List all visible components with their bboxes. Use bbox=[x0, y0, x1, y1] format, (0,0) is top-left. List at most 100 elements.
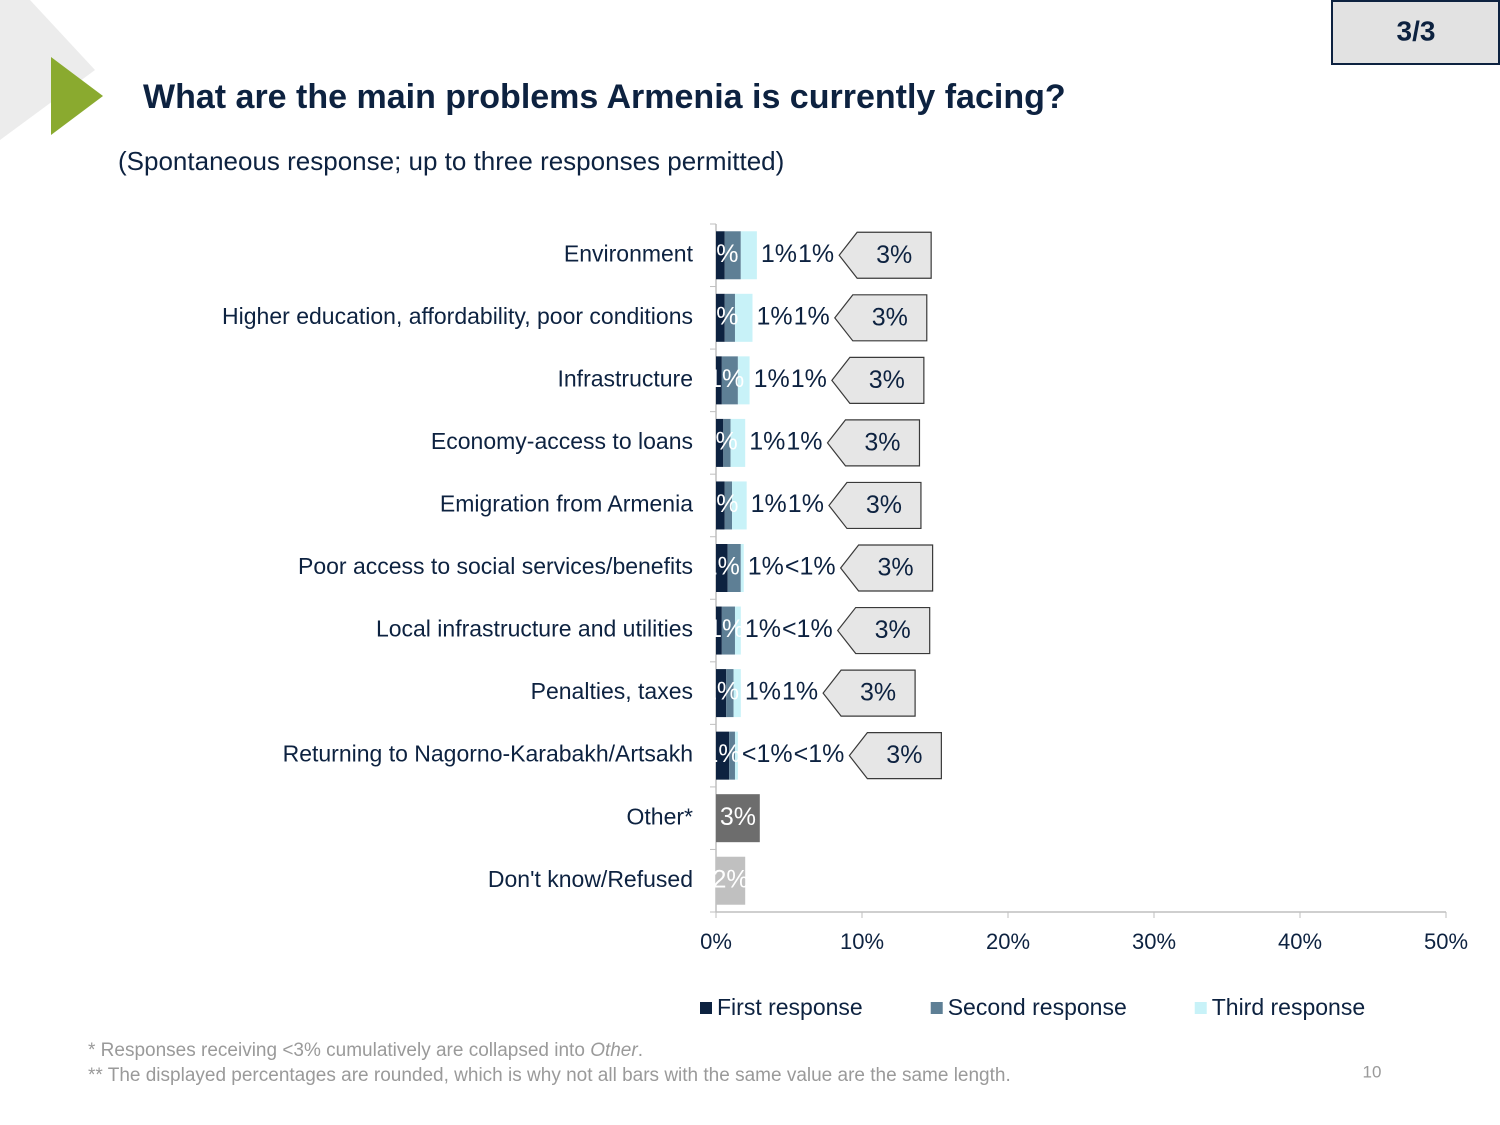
legend-label: First response bbox=[717, 994, 863, 1020]
value-label: 1% bbox=[703, 678, 739, 706]
value-label: 1% bbox=[794, 302, 830, 330]
total-callout bbox=[834, 294, 928, 342]
bar-segment bbox=[716, 481, 725, 530]
value-label: 1% bbox=[702, 240, 738, 268]
bar-segment bbox=[734, 731, 738, 780]
value-label: <1% bbox=[694, 365, 745, 393]
value-label: <1% bbox=[782, 615, 833, 643]
value-label: 1% bbox=[745, 615, 781, 643]
bar-segment bbox=[734, 606, 741, 655]
bar-segment bbox=[740, 544, 744, 592]
bar-segment bbox=[716, 731, 730, 780]
value-label: 1% bbox=[791, 365, 827, 393]
bar-segment bbox=[729, 731, 735, 780]
total-label: 3% bbox=[886, 741, 922, 769]
bar-segment bbox=[721, 356, 738, 405]
bar-segment bbox=[716, 856, 746, 905]
bar-segment bbox=[727, 544, 741, 592]
x-tick-label: 40% bbox=[1278, 929, 1322, 954]
x-tick-label: 0% bbox=[700, 929, 732, 954]
title-arrow bbox=[51, 57, 103, 135]
x-tick-label: 30% bbox=[1132, 929, 1176, 954]
bar-segment bbox=[733, 669, 741, 718]
value-label: 3% bbox=[720, 803, 756, 831]
bar-segment bbox=[726, 669, 734, 718]
value-label: 1% bbox=[782, 678, 818, 706]
total-label: 3% bbox=[860, 679, 896, 707]
category-label: Penalties, taxes bbox=[531, 678, 693, 704]
value-label: 1% bbox=[704, 553, 740, 581]
value-label: 1% bbox=[786, 428, 822, 456]
corner-decoration bbox=[0, 0, 95, 140]
category-label: Don't know/Refused bbox=[488, 866, 693, 892]
value-label: 2% bbox=[713, 865, 749, 893]
bar-segment bbox=[732, 481, 747, 530]
total-label: 3% bbox=[866, 491, 902, 519]
category-label: Higher education, affordability, poor co… bbox=[222, 303, 693, 329]
value-label: 1% bbox=[761, 240, 797, 268]
bar-segment bbox=[730, 418, 746, 467]
category-label: Economy-access to loans bbox=[431, 428, 693, 454]
total-label: 3% bbox=[869, 366, 905, 394]
value-label: 1% bbox=[704, 740, 740, 768]
total-callout bbox=[828, 481, 922, 530]
total-label: 3% bbox=[875, 616, 911, 644]
value-label: 1% bbox=[702, 302, 738, 330]
legend-label: Second response bbox=[948, 994, 1127, 1020]
category-label: Environment bbox=[564, 240, 694, 266]
bar-segment bbox=[716, 418, 724, 467]
value-label: <1% bbox=[794, 740, 845, 768]
total-label: 3% bbox=[878, 554, 914, 582]
total-label: 3% bbox=[864, 429, 900, 457]
page-badge-box bbox=[1331, 0, 1500, 65]
page-badge: 3/3 bbox=[1397, 15, 1436, 46]
value-label: 1% bbox=[798, 240, 834, 268]
bar-segment bbox=[716, 606, 722, 655]
value-label: 1% bbox=[751, 490, 787, 518]
value-label: 1% bbox=[748, 553, 784, 581]
bar-segment bbox=[723, 418, 731, 467]
bar-segment bbox=[716, 356, 722, 405]
category-label: Returning to Nagorno-Karabakh/Artsakh bbox=[283, 741, 693, 767]
value-label: 1% bbox=[749, 428, 785, 456]
bar-segment bbox=[716, 669, 727, 718]
bar-segment bbox=[724, 293, 735, 342]
footnote: ** The displayed percentages are rounded… bbox=[88, 1065, 1011, 1086]
bar-segment bbox=[724, 231, 741, 280]
footnote: * Responses receiving <3% cumulatively a… bbox=[88, 1040, 643, 1061]
x-tick-label: 50% bbox=[1424, 929, 1468, 954]
total-callout bbox=[831, 356, 925, 404]
category-label: Other* bbox=[627, 803, 694, 829]
legend-swatch bbox=[1194, 1002, 1207, 1014]
bar-segment bbox=[724, 481, 733, 530]
value-label: 1% bbox=[757, 302, 793, 330]
x-tick-label: 20% bbox=[986, 929, 1030, 954]
total-label: 3% bbox=[872, 303, 908, 331]
bar-segment bbox=[716, 544, 728, 592]
category-label: Poor access to social services/benefits bbox=[298, 553, 693, 579]
chart-title: What are the main problems Armenia is cu… bbox=[143, 78, 1066, 116]
value-label: <1% bbox=[785, 553, 836, 581]
page-number: 10 bbox=[1363, 1062, 1382, 1081]
legend-swatch bbox=[700, 1002, 712, 1014]
value-label: 1% bbox=[788, 490, 824, 518]
value-label: 1% bbox=[702, 428, 738, 456]
legend-label: Third response bbox=[1212, 994, 1365, 1020]
total-label: 3% bbox=[876, 241, 912, 269]
category-label: Infrastructure bbox=[558, 365, 694, 391]
value-label: 1% bbox=[745, 678, 781, 706]
total-callout bbox=[836, 606, 931, 655]
footnote-text: . bbox=[638, 1040, 643, 1061]
bar-segment bbox=[734, 293, 753, 342]
total-callout bbox=[822, 669, 916, 717]
category-label: Local infrastructure and utilities bbox=[376, 616, 693, 642]
total-callout bbox=[826, 419, 921, 467]
bar-segment bbox=[716, 231, 725, 280]
total-callout bbox=[848, 732, 942, 780]
bar-segment bbox=[716, 293, 725, 342]
legend-swatch bbox=[930, 1002, 943, 1014]
total-callout bbox=[838, 231, 932, 279]
bar-segment bbox=[716, 794, 760, 843]
footnote-text: * Responses receiving <3% cumulatively a… bbox=[88, 1040, 590, 1061]
